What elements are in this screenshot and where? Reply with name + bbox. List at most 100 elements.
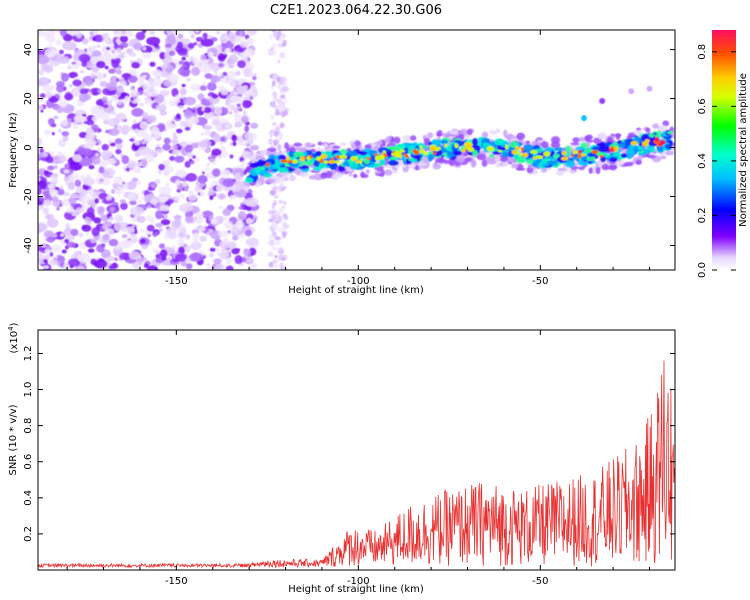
heatmap-cell	[54, 187, 60, 191]
heatmap-cell	[274, 195, 279, 199]
heatmap-cell	[39, 197, 45, 201]
heatmap-cell	[601, 163, 609, 171]
snr-xtick-label: -100	[347, 576, 370, 587]
heatmap-cell	[636, 127, 642, 131]
heatmap-cell	[553, 153, 560, 158]
heatmap-cell	[85, 174, 92, 179]
heatmap-cell	[218, 141, 224, 145]
heatmap-cell	[85, 126, 94, 136]
heatmap-cell	[116, 143, 123, 150]
heatmap-cell	[265, 150, 272, 157]
heatmap-cell	[417, 162, 428, 167]
heatmap-cell	[646, 85, 653, 92]
heatmap-cell	[244, 125, 250, 133]
heatmap-cell	[165, 120, 174, 130]
heatmap-cell	[569, 170, 577, 175]
heatmap-cell	[141, 140, 146, 145]
heatmap-cell	[121, 234, 128, 239]
heatmap-cell	[158, 186, 172, 195]
heatmap-cell	[49, 173, 59, 183]
heatmap-cell	[38, 227, 43, 234]
heatmap-cell	[587, 152, 595, 157]
heatmap-cell	[460, 149, 466, 153]
heatmap-cell	[147, 77, 154, 84]
heatmap-cell	[541, 162, 549, 167]
heatmap-cell	[104, 65, 109, 70]
heatmap-cell	[227, 241, 237, 249]
heatmap-cell	[220, 87, 229, 96]
heatmap-cell	[283, 214, 288, 221]
heatmap-cell	[219, 136, 226, 142]
heatmap-cell	[118, 77, 125, 82]
heatmap-cell	[268, 261, 274, 268]
heatmap-cell	[43, 265, 49, 269]
heatmap-cell	[273, 259, 277, 264]
heatmap-cell	[189, 56, 195, 62]
heatmap-cell	[273, 199, 277, 206]
heatmap-cell	[47, 183, 55, 190]
heatmap-cell	[51, 132, 55, 136]
heatmap-cell	[233, 183, 242, 192]
heatmap-cell	[417, 142, 425, 147]
heatmap-cell	[140, 228, 145, 233]
heatmap-cell	[163, 165, 175, 173]
heatmap-cell	[172, 135, 178, 140]
heatmap-cell	[315, 150, 322, 157]
heatmap-cell	[205, 116, 211, 120]
heatmap-cell	[234, 248, 241, 252]
heatmap-cell	[248, 262, 258, 270]
heatmap-cell	[511, 149, 518, 155]
heatmap-cell	[516, 132, 526, 141]
heatmap-cell	[154, 267, 158, 270]
heatmap-cell	[175, 169, 187, 179]
heatmap-cell	[68, 71, 78, 79]
heatmap-cell	[654, 136, 659, 143]
heatmap-cell	[530, 150, 538, 154]
heatmap-cell	[204, 73, 213, 79]
heatmap-cell	[41, 247, 46, 251]
heatmap-cell	[100, 249, 111, 259]
heatmap-cell	[171, 88, 179, 97]
heatmap-cell	[56, 207, 60, 211]
heatmap-cell	[312, 166, 322, 171]
heatmap-cell	[180, 260, 188, 267]
heatmap-cell	[184, 216, 194, 224]
heatmap-cell	[102, 224, 109, 230]
heatmap-cell	[159, 51, 166, 60]
heatmap-cell	[140, 158, 148, 167]
heatmap-cell	[278, 37, 284, 43]
heatmap-cell	[181, 69, 190, 77]
heatmap-cell	[201, 107, 205, 112]
heatmap-cell	[177, 47, 188, 56]
heatmap-cell	[213, 263, 225, 270]
heatmap-cell	[218, 205, 224, 209]
heatmap-cell	[432, 149, 443, 157]
heatmap-cell	[190, 34, 195, 39]
heatmap-cell	[72, 154, 83, 163]
heatmap-cell	[385, 136, 392, 142]
heatmap-cell	[42, 207, 50, 215]
heatmap-cell	[151, 183, 156, 189]
heatmap-cell	[129, 200, 137, 206]
heatmap-cell	[207, 266, 212, 270]
heatmap-cell	[105, 256, 111, 264]
heatmap-cell	[99, 178, 104, 183]
heatmap-cell	[174, 216, 182, 226]
heatmap-cell	[221, 151, 229, 158]
heatmap-cell	[158, 243, 166, 249]
heatmap-cell	[61, 131, 70, 137]
spectrogram-ytick-label: 40	[23, 43, 34, 56]
heatmap-cell	[43, 259, 48, 263]
heatmap-cell	[244, 100, 253, 108]
heatmap-cell	[199, 139, 212, 148]
heatmap-cell	[664, 151, 675, 156]
heatmap-cell	[280, 159, 288, 163]
heatmap-cell	[127, 193, 135, 199]
heatmap-cell	[577, 154, 582, 159]
heatmap-cell	[565, 145, 572, 153]
heatmap-cell	[105, 195, 113, 201]
heatmap-cell	[392, 170, 399, 174]
heatmap-cell	[271, 213, 277, 220]
heatmap-cell	[130, 96, 135, 102]
heatmap-cell	[108, 265, 115, 270]
